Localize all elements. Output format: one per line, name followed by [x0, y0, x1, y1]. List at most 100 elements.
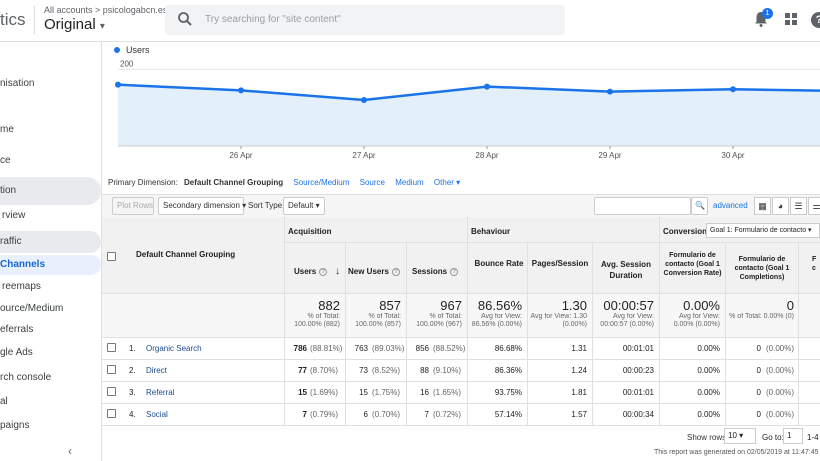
row-sessions-pct: (0.72%)	[433, 410, 462, 419]
sidebar-item-campaigns[interactable]: paigns	[0, 420, 30, 431]
select-all-checkbox[interactable]	[107, 252, 116, 261]
x-tick-label: 27 Apr	[352, 151, 375, 160]
notification-count-badge: 1	[762, 8, 773, 19]
grid-line	[102, 425, 820, 426]
x-tick-label: 30 Apr	[721, 151, 744, 160]
row-sessions-pct: (88.52%)	[433, 344, 466, 353]
row-checkbox[interactable]	[107, 343, 116, 352]
search-input[interactable]: Try searching for "site content"	[165, 5, 565, 35]
row-users: 77	[298, 366, 307, 375]
grid-line	[345, 242, 346, 425]
sidebar-item-search-console[interactable]: rch console	[0, 372, 52, 383]
sessions-column-header[interactable]: Sessions?	[412, 267, 459, 276]
row-checkbox[interactable]	[107, 387, 116, 396]
users-column-header[interactable]: Users?	[294, 267, 328, 276]
goto-page-input[interactable]: 1	[783, 428, 803, 444]
row-checkbox[interactable]	[107, 365, 116, 374]
sidebar-item-all-traffic[interactable]: raffic	[0, 231, 101, 253]
goal-value-column-header[interactable]: F c	[812, 256, 817, 272]
table-view-icon[interactable]: ▦	[754, 197, 771, 215]
row-checkbox[interactable]	[107, 409, 116, 418]
total-sessions: 967	[440, 298, 462, 313]
grid-line	[798, 242, 799, 425]
apps-grid-icon[interactable]	[785, 13, 797, 25]
collapse-sidebar-icon[interactable]: ‹	[68, 444, 72, 458]
app-name: tics	[0, 10, 26, 29]
users-area-fill	[118, 84, 820, 146]
table-search-icon[interactable]: 🔍	[691, 197, 708, 215]
row-users-pct: (88.81%)	[310, 344, 343, 353]
dimension-medium[interactable]: Medium	[395, 178, 424, 187]
table-search-input[interactable]	[594, 197, 691, 215]
dimension-column-header[interactable]: Default Channel Grouping	[136, 250, 236, 259]
performance-view-icon[interactable]: ☰	[790, 197, 807, 215]
sidebar-item-treemaps[interactable]: reemaps	[2, 281, 41, 292]
dimension-source-medium[interactable]: Source/Medium	[293, 178, 350, 187]
new-users-column-header[interactable]: New Users?	[348, 267, 400, 276]
search-icon	[178, 12, 192, 26]
plot-rows-button[interactable]: Plot Rows	[112, 197, 154, 215]
bounce-rate-column-header[interactable]: Bounce Rate	[474, 259, 524, 268]
row-bounce-rate: 93.75%	[494, 388, 522, 397]
goto-label: Go to:	[762, 433, 784, 442]
sidebar-item-source-medium[interactable]: ource/Medium	[0, 303, 64, 314]
users-header-label: Users	[294, 267, 317, 276]
channel-link[interactable]: Referral	[146, 388, 175, 397]
sidebar-item-home[interactable]: me	[0, 124, 14, 135]
sort-type-dropdown[interactable]: Default ▾	[283, 197, 325, 215]
goal-selector-dropdown[interactable]: Goal 1: Formulario de contacto ▾	[706, 223, 820, 238]
help-icon[interactable]: ?	[811, 12, 820, 28]
account-breadcrumb[interactable]: All accounts > psicologabcn.es	[44, 5, 168, 15]
total-avg-duration-sub: Avg for View: 00:00:57 (0.00%)	[600, 313, 654, 328]
row-completions-pct: (0.00%)	[766, 410, 795, 419]
sidebar-item-google-ads[interactable]: gle Ads	[0, 347, 33, 358]
help-icon[interactable]: ?	[450, 267, 459, 276]
comparison-view-icon[interactable]: ⚌	[808, 197, 820, 215]
table-toolbar: Plot Rows Secondary dimension ▾ Sort Typ…	[102, 194, 820, 217]
row-new-users: 6	[363, 410, 368, 419]
grid-line	[102, 293, 820, 294]
help-icon[interactable]: ?	[391, 267, 400, 276]
conversions-group-header: Conversions	[663, 227, 712, 236]
row-conversion-rate: 0.00%	[697, 410, 720, 419]
help-icon[interactable]: ?	[319, 267, 328, 276]
row-conversion-rate: 0.00%	[697, 388, 720, 397]
users-data-point	[607, 88, 613, 95]
goal-completions-column-header[interactable]: Formulario de contacto (Goal 1 Completio…	[734, 256, 790, 281]
goal-conversion-rate-column-header[interactable]: Formulario de contacto (Goal 1 Conversio…	[663, 252, 722, 277]
row-sessions-pct: (9.10%)	[433, 366, 462, 375]
secondary-dimension-dropdown[interactable]: Secondary dimension ▾	[158, 197, 246, 215]
view-selector[interactable]: Original ▾	[44, 16, 105, 33]
sidebar-item-social[interactable]: al	[0, 396, 8, 407]
acquisition-group-header: Acquisition	[288, 227, 332, 236]
row-new-users-pct: (0.70%)	[372, 410, 401, 419]
avg-session-duration-column-header[interactable]: Avg. Session Duration	[601, 260, 651, 280]
users-data-point	[730, 86, 736, 93]
show-rows-dropdown[interactable]: 10 ▾	[724, 428, 756, 444]
new-users-header-label: New Users	[348, 267, 389, 276]
pages-session-column-header[interactable]: Pages/Session	[531, 259, 589, 268]
grid-line	[102, 403, 820, 404]
sidebar-item-referrals[interactable]: eferrals	[0, 324, 34, 335]
row-index: 1.	[129, 344, 136, 353]
sidebar-item-acquisition[interactable]: tion	[0, 177, 101, 205]
report-generated-note: This report was generated on 02/05/2019 …	[654, 449, 819, 456]
dimension-source[interactable]: Source	[359, 178, 385, 187]
channel-link[interactable]: Social	[146, 410, 168, 419]
dimension-other[interactable]: Other ▾	[433, 178, 461, 187]
sidebar-item-customisation[interactable]: nisation	[0, 78, 35, 89]
sidebar-item-audience[interactable]: ce	[0, 155, 11, 166]
total-completions-sub: % of Total: 0.00% (0)	[729, 313, 794, 320]
sidebar-item-channels[interactable]: Channels	[0, 255, 101, 275]
total-users-sub: % of Total: 100.00% (882)	[294, 313, 340, 328]
row-completions: 0	[756, 366, 761, 375]
sidebar-item-overview[interactable]: rview	[2, 210, 26, 221]
sessions-header-label: Sessions	[412, 267, 448, 276]
total-bounce-rate: 86.56%	[477, 298, 522, 313]
advanced-filter-link[interactable]: advanced	[713, 201, 748, 210]
channel-link[interactable]: Direct	[146, 366, 167, 375]
channel-link[interactable]: Organic Search	[146, 344, 202, 353]
pie-view-icon[interactable]: ◕	[772, 197, 789, 215]
total-conversion-rate: 0.00%	[683, 298, 720, 313]
